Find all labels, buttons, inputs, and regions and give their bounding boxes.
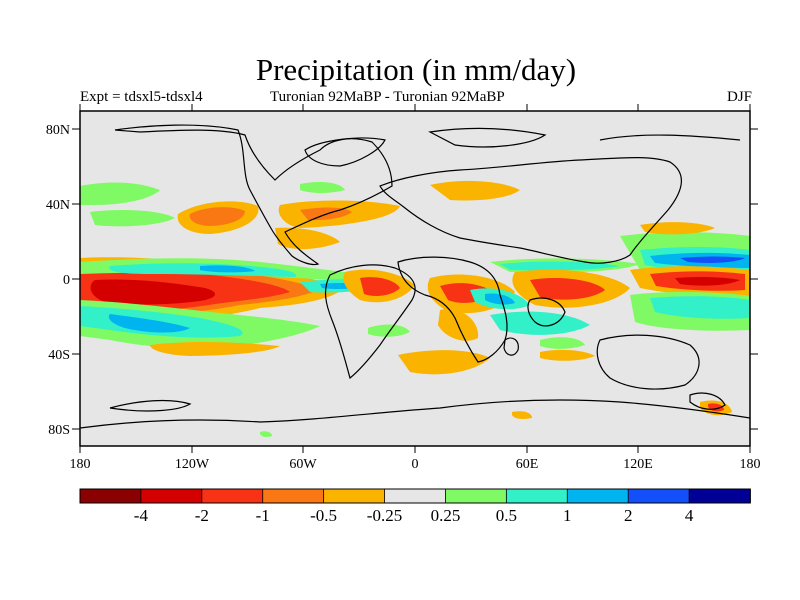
colorbar-swatch (140, 488, 203, 504)
wet-field-tethys (500, 261, 620, 271)
lon-tick-label: 0 (412, 457, 419, 472)
coastline-greenland (304, 137, 386, 167)
colorbar-label: -0.25 (366, 506, 403, 525)
lon-tick-label: 120W (175, 457, 210, 472)
colorbar-swatch (262, 488, 325, 504)
dry-field-pacific (90, 279, 216, 305)
wet-field-indian-ocean (540, 337, 585, 349)
colorbar-swatch (445, 488, 508, 504)
dry-field-south-atlantic (398, 350, 490, 375)
season-label: DJF (726, 89, 752, 105)
dry-field-europe (430, 180, 520, 201)
wet-field-indian-ocean (490, 311, 590, 335)
coastline-antarctica (80, 399, 750, 429)
lon-tick-label: 180 (70, 457, 91, 472)
colorbar-swatch (384, 488, 447, 504)
colorbar-swatch (505, 488, 569, 504)
experiment-label: Expt = tdsxl5-tdsxl4 (80, 89, 203, 105)
lat-tick-labels: 80N 40N 0 40S 80S (46, 123, 70, 438)
wet-field-west-pacific-south (650, 296, 750, 319)
coastline-south-america (324, 264, 416, 380)
lat-tick-label: 40N (46, 198, 70, 213)
precip-anomaly-fields (80, 180, 750, 438)
coastlines (80, 124, 750, 429)
colorbar-label: 2 (623, 506, 633, 525)
lon-tick-label: 120E (623, 457, 653, 472)
colorbar-label: 0.25 (430, 506, 461, 525)
colorbar-swatch (566, 488, 630, 504)
wet-field-subantarctic (260, 431, 272, 438)
colorbar-swatch (79, 488, 142, 504)
wet-field-africa-east (485, 293, 515, 305)
dry-field-north-pacific (189, 207, 245, 226)
colorbar-swatch (323, 488, 386, 504)
colorbar-swatch (627, 488, 690, 504)
lon-tick-label: 180 (740, 457, 761, 472)
colorbar-frame (79, 488, 751, 504)
colorbar-swatch (688, 488, 751, 504)
lat-tick-label: 80S (48, 423, 70, 438)
coastline-siberia (599, 134, 741, 141)
colorbar-label: 0.5 (495, 506, 518, 525)
wet-field-north-pacific (200, 265, 255, 273)
plot-title: Precipitation (in mm/day) (255, 52, 577, 87)
wet-field-north-pacific-mid (90, 210, 175, 227)
dry-field-antarctic (512, 411, 532, 419)
dry-field-south-pacific (150, 342, 280, 356)
dry-field-south-america (360, 277, 400, 296)
wet-field-west-pacific-north (680, 256, 745, 263)
colorbar-label: -2 (194, 506, 209, 525)
colorbar (79, 488, 751, 504)
colorbar-label: 4 (684, 506, 694, 525)
colorbar-label: -1 (255, 506, 270, 525)
wet-field-south-atlantic (368, 324, 410, 337)
dry-field-indian-south (540, 349, 595, 361)
wet-field-arctic (300, 182, 345, 193)
lon-tick-label: 60W (289, 457, 317, 472)
coastline-arctic (428, 127, 547, 148)
lat-tick-label: 80N (46, 123, 70, 138)
dry-field-atlantic (275, 227, 340, 250)
wet-field-north-pacific-mid (80, 182, 160, 205)
lat-tick-label: 40S (48, 348, 70, 363)
period-label: Turonian 92MaBP - Turonian 92MaBP (270, 89, 505, 105)
dry-field-west-pacific (675, 276, 740, 286)
lon-tick-label: 60E (516, 457, 539, 472)
colorbar-label: -4 (133, 506, 148, 525)
lon-tick-labels: 180 120W 60W 0 60E 120E 180 (70, 457, 761, 472)
dry-field-north-west-pacific (640, 222, 715, 235)
coastline-india (527, 297, 566, 327)
dry-field-indian-ocean (530, 278, 605, 300)
coastline-australia (596, 334, 700, 390)
lon-tick-marks (79, 104, 751, 453)
coastline-antarctica-peninsula (109, 399, 192, 412)
colorbar-label: -0.5 (310, 506, 338, 525)
colorbar-label: 1 (563, 506, 572, 525)
lat-tick-label: 0 (63, 273, 70, 288)
lat-tick-marks (72, 128, 758, 430)
coastline-madagascar (503, 337, 519, 356)
coastline-eurasia (379, 157, 682, 264)
wet-field-south-pacific (108, 314, 190, 333)
coastline-north-america (114, 124, 393, 266)
colorbar-swatch (201, 488, 264, 504)
coastline-africa (397, 256, 508, 363)
coastline-new-zealand (689, 392, 726, 410)
